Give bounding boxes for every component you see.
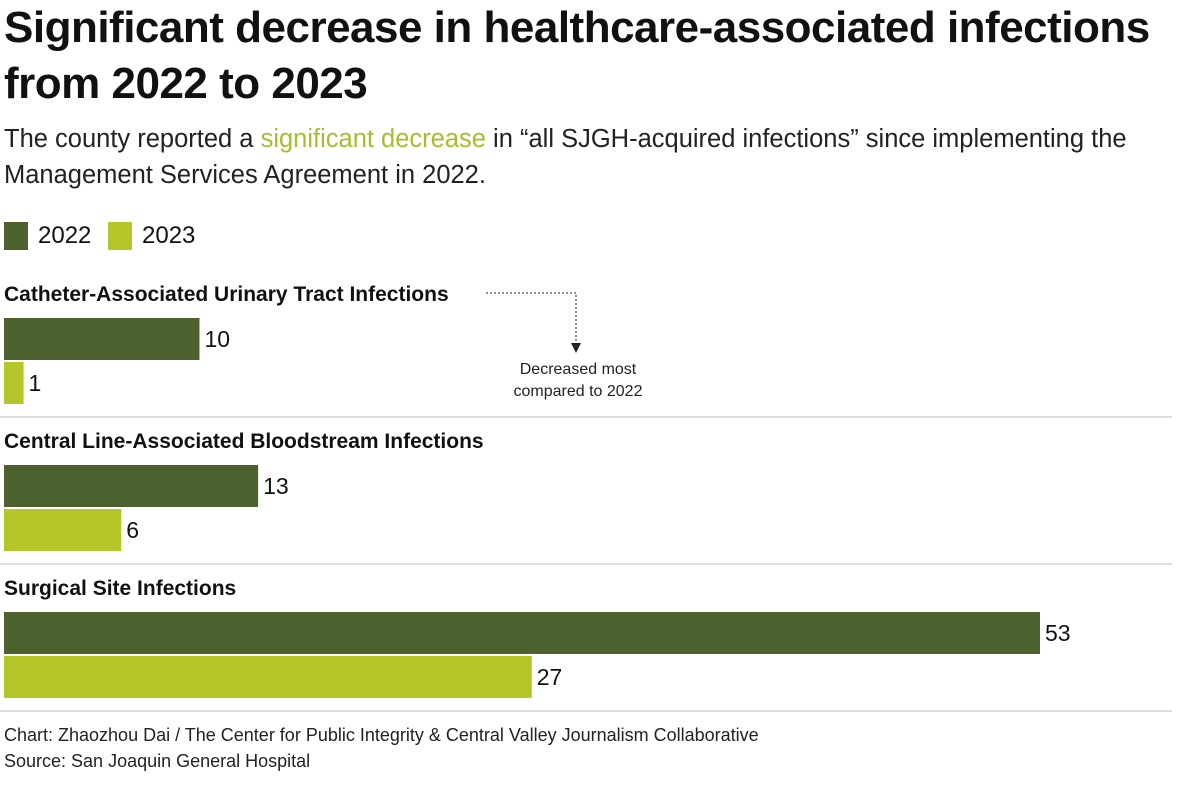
legend-swatch-2023 (108, 222, 132, 250)
bar-2022-central-line-associated-bloodstream-infections (4, 465, 259, 507)
legend-swatch-2022 (4, 222, 28, 250)
value-label-2023-central-line-associated-bloodstream-infections: 6 (126, 517, 139, 543)
bar-2022-catheter-associated-urinary-tract-infections (4, 318, 200, 360)
subtitle-text-before: The county reported a (4, 125, 261, 153)
subtitle-highlight: significant decrease (260, 125, 486, 153)
legend-item-2023: 2023 (108, 220, 195, 252)
bar-2022-surgical-site-infections (4, 612, 1040, 654)
bar-2023-surgical-site-infections (4, 656, 532, 698)
category-label-central-line-associated-bloodstream-infections: Central Line-Associated Bloodstream Infe… (4, 430, 484, 453)
value-label-2022-catheter-associated-urinary-tract-infections: 10 (204, 326, 230, 352)
chart-subtitle: The county reported a significant decrea… (4, 121, 1176, 193)
annotation-arrowhead (571, 343, 581, 353)
chart-credit: Chart: Zhaozhou Dai / The Center for Pub… (4, 725, 759, 745)
subtitle-text-after: in “all SJGH-acquired infections” since … (4, 125, 1127, 189)
value-label-2022-central-line-associated-bloodstream-infections: 13 (263, 473, 289, 499)
legend-label-2023: 2023 (142, 222, 196, 249)
annotation-text-line: Decreased most (520, 361, 637, 378)
legend-item-2022: 2022 (4, 220, 91, 252)
chart-title: Significant decrease in healthcare-assoc… (4, 3, 1150, 108)
bar-2023-catheter-associated-urinary-tract-infections (4, 362, 24, 404)
category-label-surgical-site-infections: Surgical Site Infections (4, 577, 236, 600)
value-label-2022-surgical-site-infections: 53 (1045, 620, 1071, 646)
category-label-catheter-associated-urinary-tract-infections: Catheter-Associated Urinary Tract Infect… (4, 283, 449, 306)
annotation-leader-line (486, 292, 577, 345)
bar-2023-central-line-associated-bloodstream-infections (4, 509, 122, 551)
value-label-2023-surgical-site-infections: 27 (537, 664, 563, 690)
legend-label-2022: 2022 (38, 222, 92, 249)
credits: Chart: Zhaozhou Dai / The Center for Pub… (4, 722, 1164, 774)
bar-chart: Catheter-Associated Urinary Tract Infect… (0, 283, 1172, 712)
annotation-text-line: compared to 2022 (514, 383, 643, 400)
source-credit: Source: San Joaquin General Hospital (4, 751, 311, 771)
value-label-2023-catheter-associated-urinary-tract-infections: 1 (29, 370, 42, 396)
